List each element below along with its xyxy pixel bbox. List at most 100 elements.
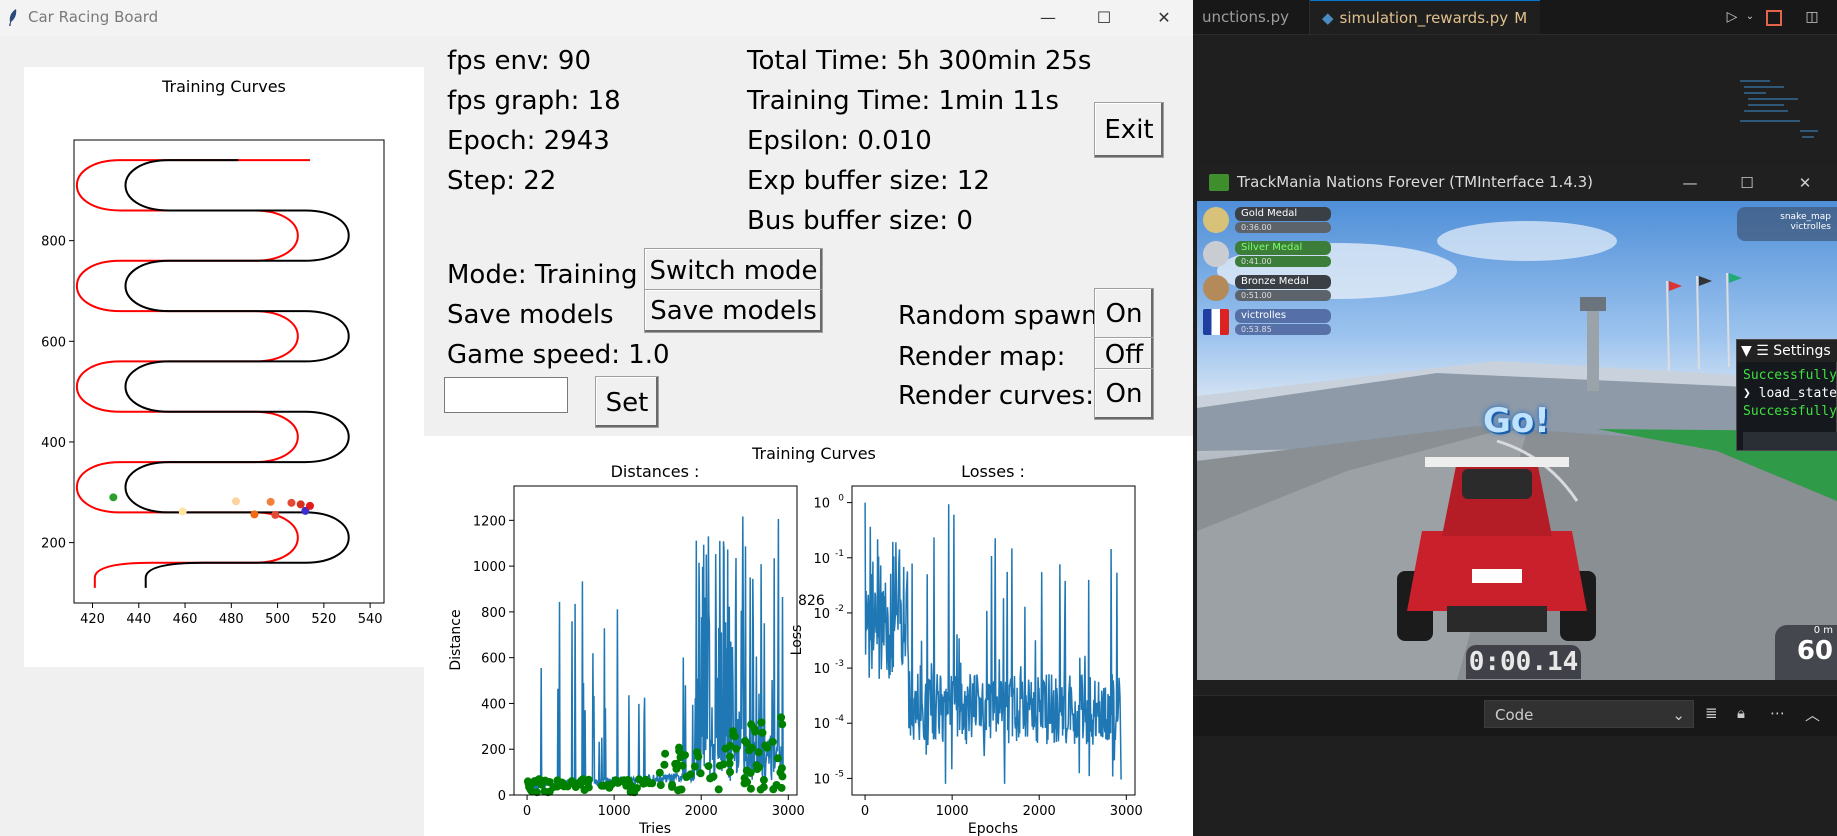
plot-frame <box>73 139 385 604</box>
y-tick-label: 1200 <box>473 514 506 529</box>
losses-plot <box>864 502 1122 784</box>
track-map-panel: Training Curves 420 440 460 480 500 520 540 200… <box>24 67 424 667</box>
modified-badge: M <box>1514 9 1528 27</box>
output-panel <box>1190 736 1837 836</box>
speedometer: 0 m 60 <box>1775 625 1837 680</box>
eval-point <box>694 752 703 761</box>
set-speed-button[interactable]: Set <box>595 376 659 428</box>
tab-functions[interactable]: unctions.py <box>1190 0 1310 34</box>
tm-minimize-button[interactable]: — <box>1682 174 1698 192</box>
y-tick-exponent: -5 <box>835 769 844 779</box>
eval-point <box>777 713 786 722</box>
eval-point <box>714 785 723 794</box>
x-tick-label: 440 <box>126 612 151 627</box>
eval-point <box>690 762 699 771</box>
chevron-down-icon: ⌄ <box>1672 706 1685 724</box>
run-icon[interactable]: ▷ <box>1726 9 1738 25</box>
y-tick-label: 10 <box>813 772 830 787</box>
switch-mode-button[interactable]: Switch mode <box>644 248 823 292</box>
exit-button[interactable]: Exit <box>1094 102 1164 158</box>
x-tick-label: 2000 <box>1023 804 1056 819</box>
chevron-up-icon[interactable]: ︿ <box>1805 706 1821 724</box>
x-tick-label: 480 <box>219 612 244 627</box>
tm-maximize-button[interactable]: ☐ <box>1740 174 1754 192</box>
eval-point <box>645 778 654 787</box>
eval-point <box>655 768 664 777</box>
silver-medal-icon <box>1203 241 1229 267</box>
render-map-toggle[interactable]: Off <box>1094 337 1154 371</box>
agent-point <box>305 501 314 510</box>
training-curves-chart: Training Curves Distances : Losses : 0 10… <box>448 444 1143 836</box>
x-tick-label: 1000 <box>598 804 631 819</box>
maximize-button[interactable]: ☐ <box>1096 8 1112 27</box>
agent-point <box>109 493 118 502</box>
eval-point <box>604 780 613 789</box>
game-speed-input[interactable] <box>444 377 568 413</box>
x-tick-label: 520 <box>311 612 336 627</box>
render-curves-toggle[interactable]: On <box>1094 368 1154 420</box>
y-tick-exponent: -4 <box>835 714 844 724</box>
split-editor-icon[interactable]: ◫ <box>1805 9 1819 25</box>
tm-close-button[interactable]: ✕ <box>1798 174 1812 192</box>
eval-point <box>527 786 536 795</box>
track-left-border <box>76 159 310 588</box>
lock-icon[interactable]: 🔒︎ <box>1737 704 1745 722</box>
random-spawn-toggle[interactable]: On <box>1094 288 1154 340</box>
eval-point <box>758 728 767 737</box>
eval-point <box>768 737 777 746</box>
france-flag-icon <box>1203 309 1229 335</box>
eval-point <box>532 776 541 785</box>
axis-ticks: 420 440 460 480 500 520 540 200 400 600 800 <box>41 235 382 627</box>
total-time-label: Total Time: 5h 300min 25s <box>747 46 1092 76</box>
agent-point <box>301 506 310 515</box>
eval-point <box>756 785 765 794</box>
tm-title-bar[interactable]: TrackMania Nations Forever (TMInterface … <box>1197 165 1837 201</box>
window-title: Car Racing Board <box>28 8 159 26</box>
run-dropdown-icon[interactable]: ⌄ <box>1745 11 1755 22</box>
game-viewport[interactable]: Gold Medal 0:36.00 Silver Medal 0:41.00 Br… <box>1197 201 1837 680</box>
minimap[interactable] <box>1740 80 1820 160</box>
distances-title: Distances : <box>611 462 700 481</box>
console-line: ❯ load_state <box>1743 386 1837 401</box>
distances-ylabel: Distance <box>448 609 464 670</box>
title-bar[interactable]: Car Racing Board — ☐ ✕ <box>0 0 1193 36</box>
agent-point <box>250 510 259 519</box>
eval-point <box>757 718 766 727</box>
go-text: Go! <box>1483 401 1550 441</box>
output-channel-select[interactable]: Code ⌄ <box>1484 700 1694 728</box>
eval-point <box>545 787 554 796</box>
y-tick-exponent: -1 <box>835 549 844 559</box>
eval-point <box>706 774 715 783</box>
track-right-border <box>124 159 350 588</box>
bronze-medal-icon <box>1203 275 1229 301</box>
console-line: Successfully <box>1743 368 1837 383</box>
race-timer: 0:00.14 <box>1466 645 1581 679</box>
clear-output-icon[interactable]: ≣ <box>1705 704 1718 722</box>
eval-point <box>629 786 638 795</box>
eval-point <box>726 768 734 776</box>
x-tick-label: 0 <box>523 804 531 819</box>
curves-suptitle: Training Curves <box>751 444 876 463</box>
save-models-button[interactable]: Save models <box>644 289 823 333</box>
y-tick-label: 0 <box>498 789 506 804</box>
game-speed-label: Game speed: 1.0 <box>447 340 670 370</box>
y-tick-label: 10 <box>813 717 830 732</box>
collapse-icon[interactable]: ▼ ☰ <box>1741 343 1774 359</box>
bronze-medal-row: Bronze Medal 0:51.00 <box>1201 273 1346 303</box>
eval-point <box>676 753 685 762</box>
minimize-button[interactable]: — <box>1040 8 1056 27</box>
console-input[interactable] <box>1743 432 1837 450</box>
close-button[interactable]: ✕ <box>1157 8 1171 27</box>
tab-label: simulation_rewards.py <box>1339 9 1509 27</box>
eval-point <box>761 741 770 750</box>
tab-simulation-rewards[interactable]: ◆ simulation_rewards.py M <box>1310 0 1540 34</box>
more-icon[interactable]: ⋯ <box>1770 704 1785 722</box>
render-map-label: Render map: <box>898 342 1066 372</box>
y-tick-label: 10 <box>813 662 830 677</box>
stop-icon[interactable] <box>1766 10 1782 26</box>
eval-point <box>778 720 787 729</box>
eval-point <box>730 732 739 741</box>
y-tick-label: 10 <box>813 552 830 567</box>
map-info: snake_map victrolles <box>1737 207 1837 241</box>
console-header[interactable]: ▼ ☰ Settings <box>1737 340 1837 362</box>
